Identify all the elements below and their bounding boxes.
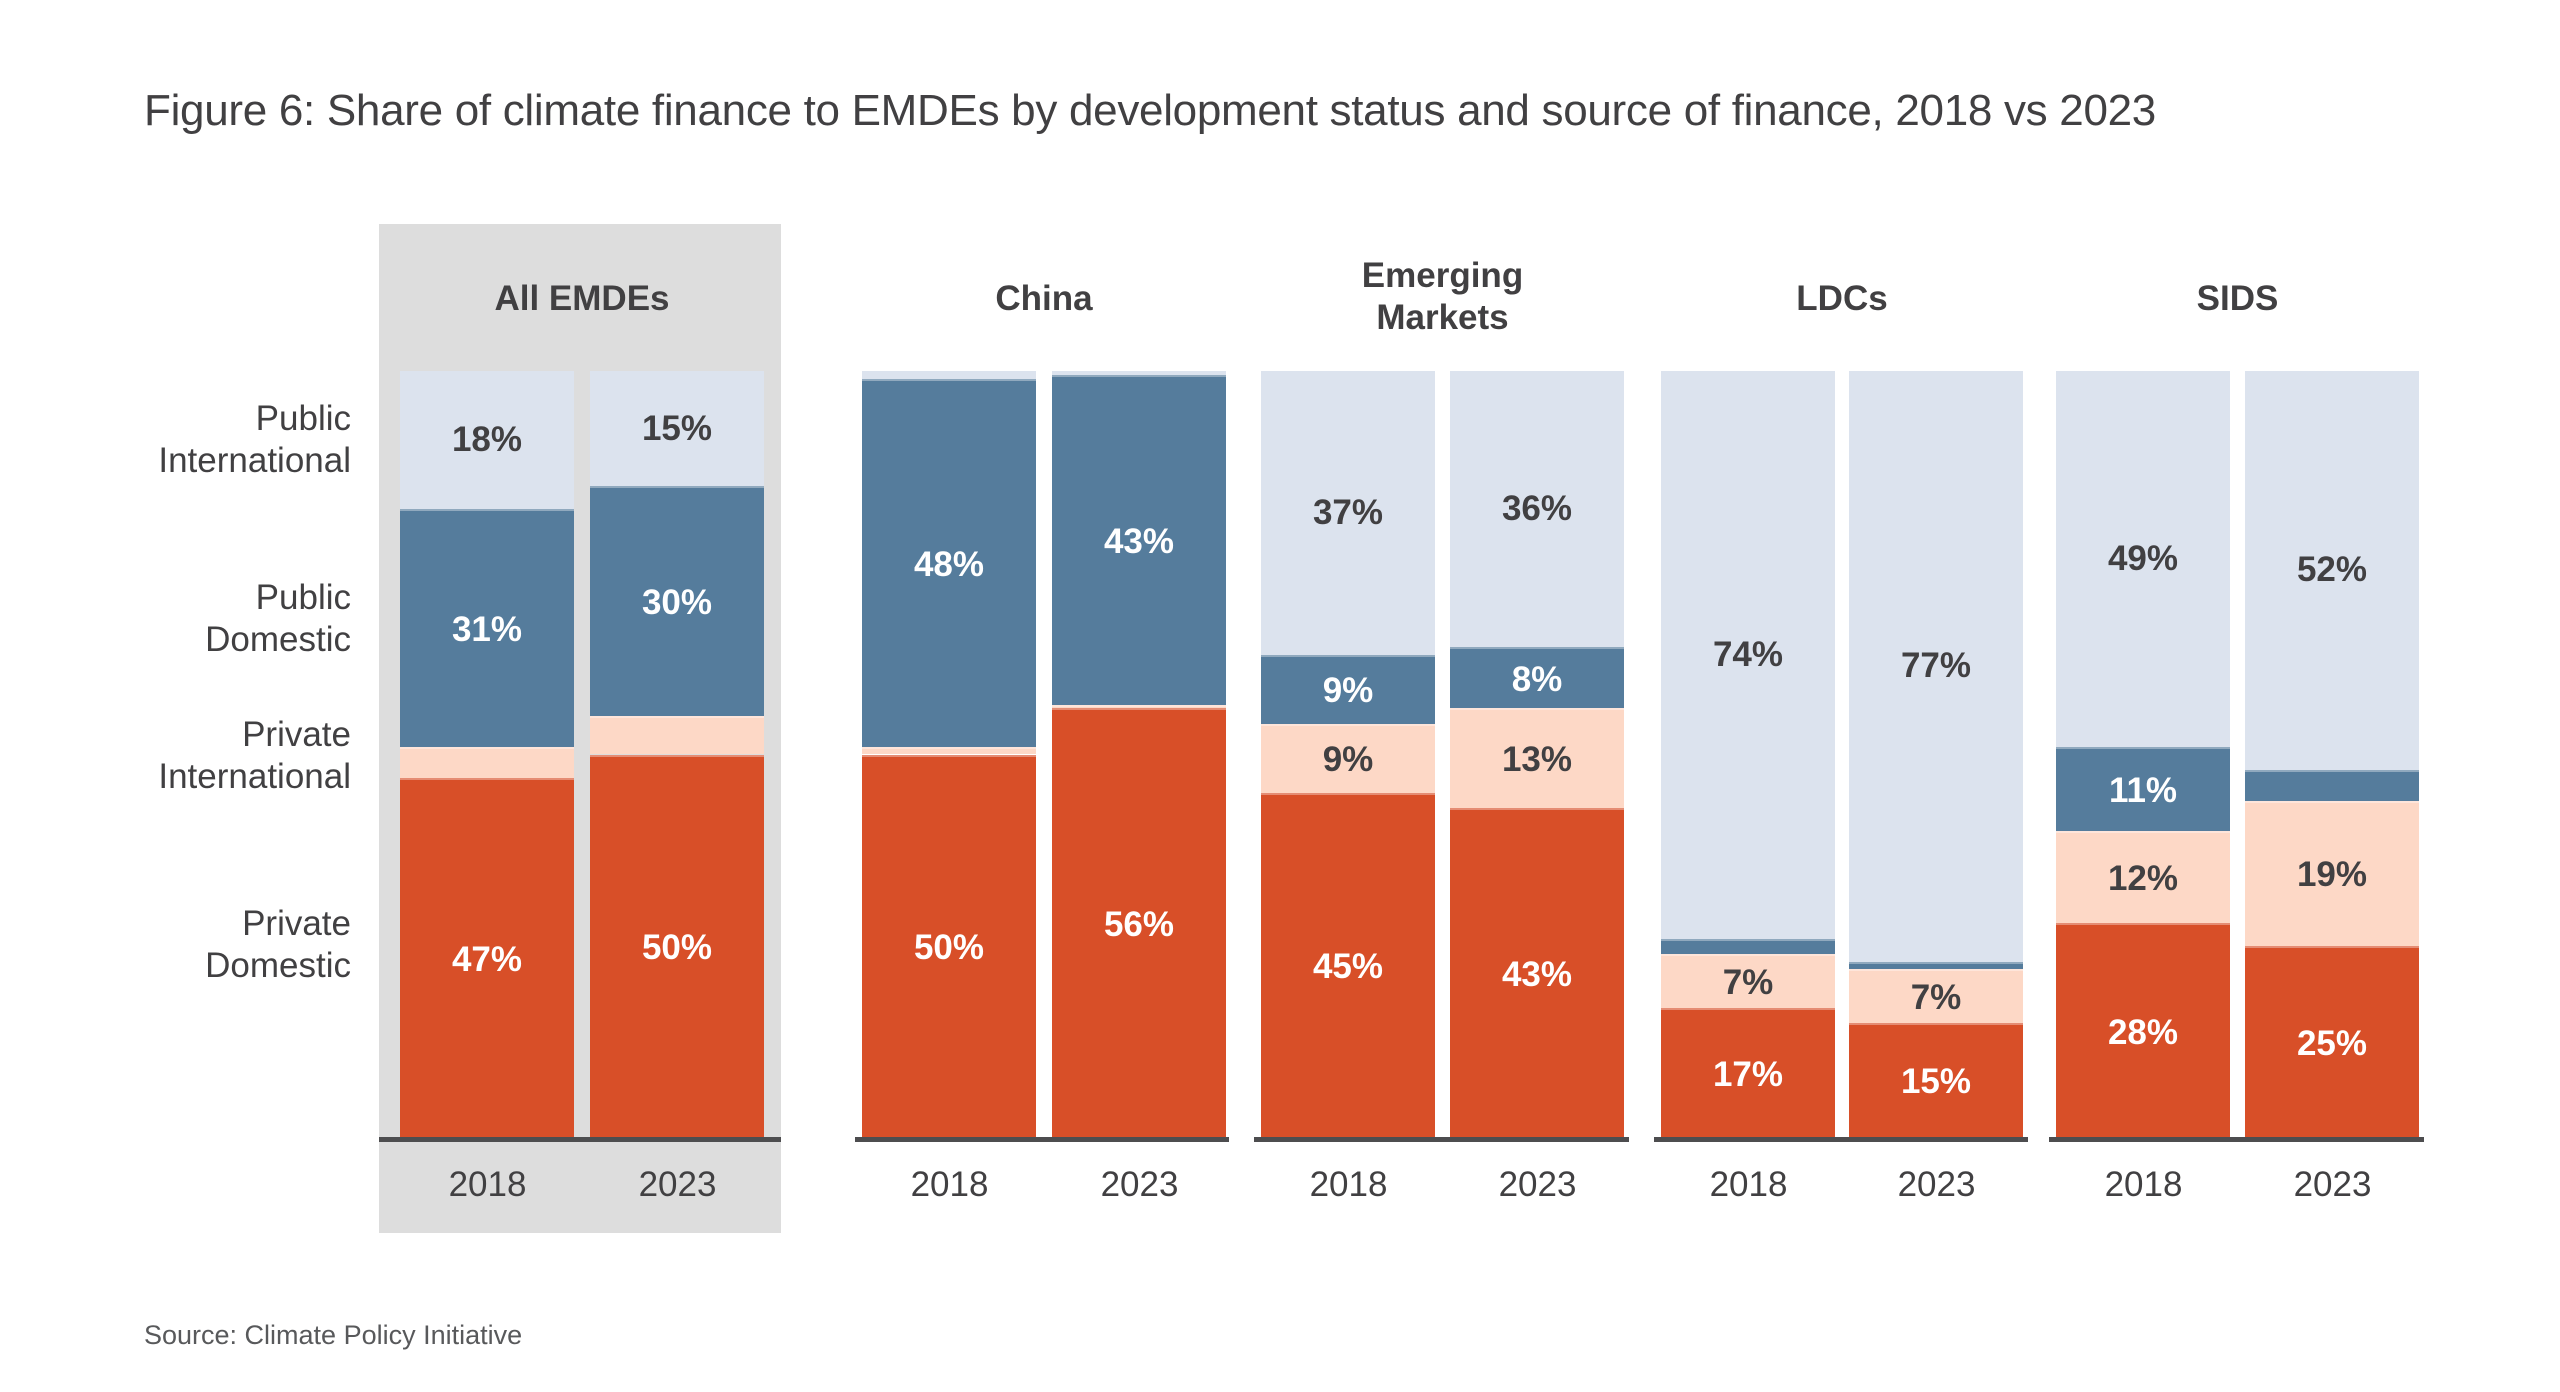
data-label: 28% [2107,1012,2179,1052]
bar-segment-emerging-markets-2018-public-domestic: 9% [1261,654,1435,724]
data-label: 47% [451,939,523,979]
bar-segment-all-emdes-2018-public-international: 18% [400,371,574,510]
data-label: 9% [1322,740,1374,780]
data-label: 50% [641,928,713,968]
x-tick-label: 2018 [448,1165,527,1204]
data-label: 43% [1103,521,1175,561]
data-label: 12% [2107,859,2179,899]
bar-segment-china-2018-public-domestic: 48% [862,378,1036,747]
row-label-public-domestic: Public Domestic [205,578,351,659]
data-label: 45% [1312,947,1384,987]
x-axis-line-all-emdes [379,1137,781,1142]
x-tick-label: 2018 [910,1165,989,1204]
bar-segment-all-emdes-2018-private-international [400,746,574,778]
bar-segment-ldcs-2023-private-domestic: 15% [1849,1022,2023,1138]
data-label: 19% [2296,855,2368,895]
bar-segment-china-2018-private-international [862,746,1036,755]
x-axis-line-china [855,1137,1229,1142]
bar-segment-emerging-markets-2023-private-domestic: 43% [1450,808,1624,1138]
data-label: 17% [1712,1054,1784,1094]
bar-segment-sids-2018-public-international: 49% [2056,371,2230,747]
group-title-china: China [995,279,1093,318]
data-label: 9% [1322,671,1374,711]
data-label: 36% [1501,489,1573,529]
bar-segment-sids-2023-private-domestic: 25% [2245,946,2419,1138]
bar-segment-ldcs-2018-private-domestic: 17% [1661,1007,1835,1138]
bar-segment-all-emdes-2018-public-domestic: 31% [400,509,574,747]
bar-segment-china-2023-private-domestic: 56% [1052,708,1226,1138]
row-label-public-international: Public International [158,399,351,480]
data-label: 25% [2296,1024,2368,1064]
data-label: 30% [641,583,713,623]
data-label: 37% [1312,492,1384,532]
bar-segment-china-2023-private-international [1052,704,1226,709]
bar-segment-all-emdes-2018-private-domestic: 47% [400,777,574,1138]
bar-segment-all-emdes-2023-public-international: 15% [590,371,764,487]
bar-segment-all-emdes-2023-private-domestic: 50% [590,754,764,1138]
bar-segment-china-2023-public-domestic: 43% [1052,374,1226,705]
x-tick-label: 2018 [1309,1165,1388,1204]
bar-segment-all-emdes-2023-private-international [590,716,764,755]
bar-segment-china-2018-private-domestic: 50% [862,754,1036,1138]
bar-segment-sids-2018-private-domestic: 28% [2056,923,2230,1138]
group-title-all-emdes: All EMDEs [494,279,670,318]
data-label: 15% [641,408,713,448]
bar-segment-emerging-markets-2018-private-international: 9% [1261,723,1435,793]
data-label: 13% [1501,740,1573,780]
x-axis-line-sids [2049,1137,2424,1142]
x-axis-line-ldcs [1654,1137,2028,1142]
bar-segment-china-2023-public-international [1052,371,1226,375]
group-title-ldcs: LDCs [1796,279,1888,318]
bar-segment-all-emdes-2023-public-domestic: 30% [590,486,764,717]
x-tick-label: 2018 [1709,1165,1788,1204]
x-tick-label: 2018 [2104,1165,2183,1204]
bar-segment-emerging-markets-2018-public-international: 37% [1261,371,1435,655]
data-label: 8% [1511,659,1563,699]
row-label-private-domestic: Private Domestic [205,904,351,985]
x-tick-label: 2023 [1498,1165,1577,1204]
bar-segment-ldcs-2018-public-domestic [1661,938,1835,954]
bar-segment-sids-2023-public-domestic [2245,769,2419,801]
bar-segment-sids-2023-public-international: 52% [2245,371,2419,770]
bar-segment-sids-2023-private-international: 19% [2245,800,2419,947]
x-tick-label: 2023 [1897,1165,1976,1204]
bar-segment-ldcs-2023-public-international: 77% [1849,371,2023,962]
bar-segment-ldcs-2023-private-international: 7% [1849,969,2023,1023]
bar-segment-ldcs-2018-public-international: 74% [1661,371,1835,939]
bar-segment-china-2018-public-international [862,371,1036,379]
data-label: 7% [1722,962,1774,1002]
bar-segment-emerging-markets-2023-public-domestic: 8% [1450,647,1624,709]
bar-segment-ldcs-2018-private-international: 7% [1661,953,1835,1008]
row-label-private-international: Private International [158,715,351,796]
bar-segment-emerging-markets-2018-private-domestic: 45% [1261,792,1435,1138]
data-label: 52% [2296,550,2368,590]
bar-segment-ldcs-2023-public-domestic [1849,961,2023,970]
bar-segment-emerging-markets-2023-public-international: 36% [1450,371,1624,648]
group-title-sids: SIDS [2196,279,2279,318]
data-label: 31% [451,609,523,649]
x-tick-label: 2023 [2293,1165,2372,1204]
data-label: 48% [913,544,985,584]
data-label: 77% [1900,646,1972,686]
group-title-emerging-markets: Emerging Markets [1361,256,1524,337]
bar-segment-emerging-markets-2023-private-international: 13% [1450,708,1624,809]
data-label: 49% [2107,538,2179,578]
x-tick-label: 2023 [638,1165,717,1204]
data-label: 74% [1712,634,1784,674]
data-label: 18% [451,420,523,460]
data-label: 15% [1900,1062,1972,1102]
bar-segment-sids-2018-public-domestic: 11% [2056,746,2230,832]
x-tick-label: 2023 [1100,1165,1179,1204]
x-axis-line-emerging-markets [1254,1137,1629,1142]
data-label: 56% [1103,905,1175,945]
data-label: 43% [1501,955,1573,995]
bar-segment-sids-2018-private-international: 12% [2056,831,2230,924]
source-note: Source: Climate Policy Initiative [144,1320,523,1350]
chart-title: Figure 6: Share of climate finance to EM… [144,86,2156,135]
data-label: 50% [913,928,985,968]
data-label: 11% [2108,771,2178,810]
data-label: 7% [1910,978,1962,1018]
